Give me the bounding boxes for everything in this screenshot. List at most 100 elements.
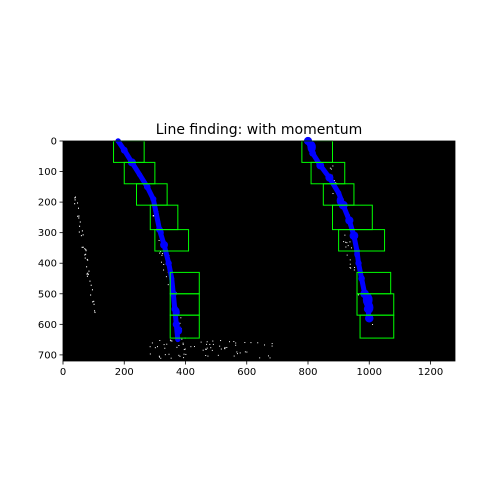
noise-speck xyxy=(85,250,87,252)
noise-speck xyxy=(171,340,173,342)
noise-speck xyxy=(346,242,348,244)
noise-speck xyxy=(169,339,171,341)
noise-speck xyxy=(205,354,207,356)
noise-speck xyxy=(353,269,355,271)
noise-speck xyxy=(349,267,351,269)
noise-speck xyxy=(190,346,192,348)
noise-speck xyxy=(271,343,273,345)
noise-speck xyxy=(246,351,248,353)
noise-speck xyxy=(166,343,168,345)
noise-speck xyxy=(92,301,94,303)
noise-speck xyxy=(82,234,84,236)
noise-speck xyxy=(75,196,77,198)
noise-speck xyxy=(78,217,80,219)
noise-speck xyxy=(176,346,178,348)
noise-speck xyxy=(88,270,90,272)
noise-speck xyxy=(332,193,334,195)
noise-speck xyxy=(217,354,219,356)
noise-speck xyxy=(349,259,351,261)
noise-speck xyxy=(79,225,81,227)
left-lane-pixels-blob xyxy=(153,211,159,217)
x-axis: 0 200 400 600 800 1000 1200 xyxy=(60,361,443,378)
noise-speck xyxy=(357,294,359,296)
noise-speck xyxy=(86,273,88,275)
noise-speck xyxy=(226,346,228,348)
noise-speck xyxy=(165,276,167,278)
noise-speck xyxy=(84,257,86,259)
noise-speck xyxy=(184,348,186,350)
noise-speck xyxy=(160,261,162,263)
noise-speck xyxy=(220,348,222,350)
noise-speck xyxy=(170,340,172,342)
noise-speck xyxy=(163,344,165,346)
image-background xyxy=(63,141,455,361)
plot-area xyxy=(62,136,456,362)
noise-speck xyxy=(244,342,246,344)
noise-speck xyxy=(330,168,332,170)
left-lane-pixels-blob xyxy=(150,195,157,203)
noise-speck xyxy=(235,344,237,346)
noise-speck xyxy=(82,246,84,248)
noise-speck xyxy=(344,234,346,236)
x-tick-label: 800 xyxy=(298,367,317,378)
noise-speck xyxy=(271,345,273,347)
noise-speck xyxy=(164,354,166,356)
noise-speck xyxy=(183,357,185,359)
noise-speck xyxy=(93,300,95,302)
left-lane-pixels-blob xyxy=(143,183,151,191)
noise-speck xyxy=(156,346,158,348)
y-tick-label: 500 xyxy=(38,289,57,300)
noise-speck xyxy=(332,165,334,167)
noise-speck xyxy=(206,343,208,345)
noise-speck xyxy=(178,354,180,356)
right-lane-pixels-blob xyxy=(345,216,354,225)
noise-speck xyxy=(182,342,184,344)
noise-speck xyxy=(159,252,161,254)
left-lane-pixels-blob xyxy=(160,240,169,249)
y-tick-label: 700 xyxy=(38,350,57,361)
noise-speck xyxy=(86,275,88,277)
noise-speck xyxy=(160,357,162,359)
y-tick-label: 0 xyxy=(51,137,57,148)
right-lane-pixels-blob xyxy=(355,260,362,267)
noise-speck xyxy=(354,266,356,268)
noise-speck xyxy=(90,294,92,296)
y-tick-label: 300 xyxy=(38,228,57,239)
noise-speck xyxy=(179,355,181,357)
y-tick-label: 400 xyxy=(38,259,57,270)
left-lane-pixels-blob xyxy=(120,146,128,154)
noise-speck xyxy=(224,347,226,349)
x-tick-label: 200 xyxy=(115,367,134,378)
noise-speck xyxy=(235,342,237,344)
chart-title: Line finding: with momentum xyxy=(156,122,363,138)
right-lane-pixels-blob xyxy=(354,250,360,259)
noise-speck xyxy=(178,345,180,347)
noise-speck xyxy=(84,248,86,250)
noise-speck xyxy=(233,355,235,357)
noise-speck xyxy=(185,353,187,355)
left-lane-pixels-blob xyxy=(158,228,164,237)
noise-speck xyxy=(349,263,351,265)
noise-speck xyxy=(78,231,80,233)
noise-speck xyxy=(153,215,155,217)
noise-speck xyxy=(345,241,347,243)
noise-speck xyxy=(269,357,271,359)
noise-speck xyxy=(347,245,349,247)
noise-speck xyxy=(158,355,160,357)
noise-speck xyxy=(219,345,221,347)
noise-speck xyxy=(163,269,165,271)
noise-speck xyxy=(85,248,87,251)
noise-speck xyxy=(183,349,185,351)
noise-speck xyxy=(87,273,89,276)
noise-speck xyxy=(345,246,347,248)
noise-speck xyxy=(79,221,81,223)
noise-speck xyxy=(220,340,222,342)
noise-speck xyxy=(193,346,195,348)
noise-speck xyxy=(77,202,79,204)
noise-speck xyxy=(86,258,88,261)
right-lane-pixels-blob xyxy=(365,301,374,314)
noise-speck xyxy=(233,341,235,343)
noise-speck xyxy=(149,353,151,355)
noise-speck xyxy=(206,341,208,343)
